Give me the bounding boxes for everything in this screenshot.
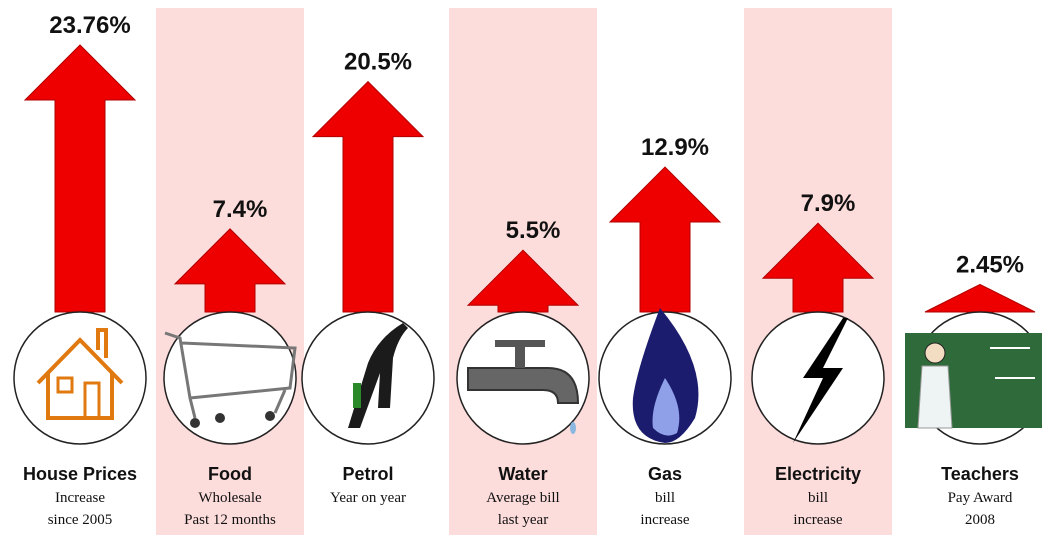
- arrow: [610, 167, 720, 312]
- icon-part: [353, 383, 361, 408]
- icon: [905, 333, 1042, 428]
- category-label: Electricity: [775, 464, 861, 484]
- category-label: Gas: [648, 464, 682, 484]
- icon-part: [215, 413, 225, 423]
- category-note: 2008: [965, 512, 995, 528]
- value-label: 7.4%: [213, 196, 268, 223]
- category-note: Average bill: [486, 490, 559, 506]
- category-note: Wholesale: [198, 490, 262, 506]
- value-label: 12.9%: [641, 134, 709, 161]
- category-label: Teachers: [941, 464, 1019, 484]
- value-label: 7.9%: [801, 190, 856, 217]
- category-note: Year on year: [330, 490, 406, 506]
- icon-part: [918, 366, 952, 428]
- icon-part: [495, 340, 545, 347]
- icon-part: [925, 343, 945, 363]
- category-label: Food: [208, 464, 252, 484]
- icon-part: [265, 411, 275, 421]
- icon-part: [190, 418, 200, 428]
- value-label: 20.5%: [344, 49, 412, 76]
- category-note: increase: [640, 512, 689, 528]
- category-label: Petrol: [342, 464, 393, 484]
- category-note: increase: [793, 512, 842, 528]
- arrow: [25, 45, 135, 312]
- category-note: Increase: [55, 490, 105, 506]
- icon-part: [515, 346, 525, 368]
- icon-part: [570, 422, 576, 434]
- category-label: Water: [498, 464, 547, 484]
- infographic: 23.76% House Prices Increase since 2005 7.4%…: [0, 0, 1042, 535]
- category-note: Past 12 months: [184, 512, 276, 528]
- category-note: last year: [498, 512, 548, 528]
- category-note: since 2005: [48, 512, 113, 528]
- value-label: 5.5%: [506, 217, 561, 244]
- icon-circle: [164, 312, 296, 444]
- category-note: bill: [655, 490, 675, 506]
- value-label: 23.76%: [49, 12, 130, 39]
- category-note: bill: [808, 490, 828, 506]
- category-label: House Prices: [23, 464, 137, 484]
- arrow: [925, 284, 1035, 312]
- value-label: 2.45%: [956, 251, 1024, 278]
- icon-circle: [14, 312, 146, 444]
- category-note: Pay Award: [948, 490, 1013, 506]
- arrow: [313, 82, 423, 312]
